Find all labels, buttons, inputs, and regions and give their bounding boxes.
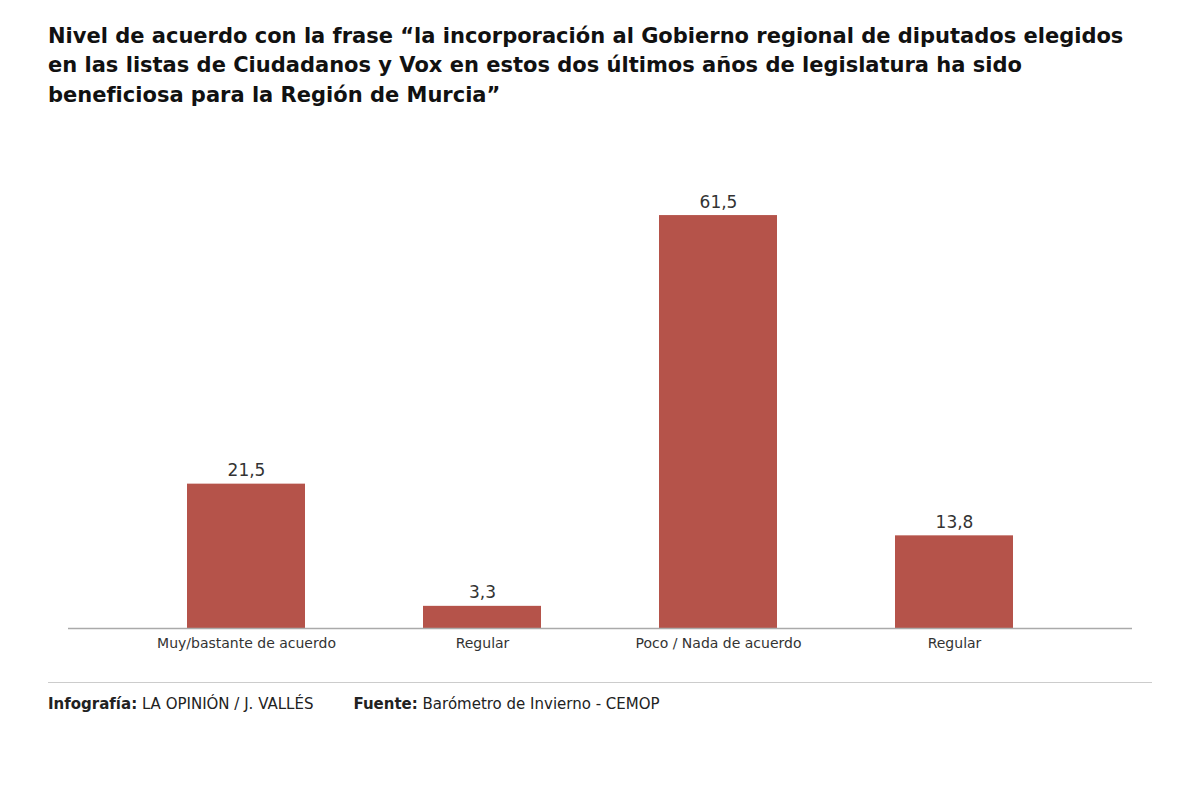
svg-text:61,5: 61,5	[700, 192, 738, 212]
svg-text:Regular: Regular	[456, 636, 510, 652]
html-text:Infografía: LA OPINIÓN / J. VA: Infografía: LA OPINIÓN / J. VALLÉS	[48, 695, 314, 714]
html-text:Nivel de acuerdo con la frase: Nivel de acuerdo con la frase “la incorp…	[48, 24, 1124, 107]
svg-text:Muy/bastante de acuerdo: Muy/bastante de acuerdo	[157, 636, 336, 652]
svg-text:Poco / Nada de acuerdo: Poco / Nada de acuerdo	[635, 636, 801, 652]
html-text:Fuente: Barómetro de Invierno: Fuente: Barómetro de Invierno - CEMOP	[353, 695, 660, 714]
svg-text:21,5: 21,5	[228, 460, 266, 480]
svg-text:13,8: 13,8	[936, 512, 974, 532]
svg-text:3,3: 3,3	[469, 583, 496, 603]
svg-text:Regular: Regular	[928, 636, 982, 652]
